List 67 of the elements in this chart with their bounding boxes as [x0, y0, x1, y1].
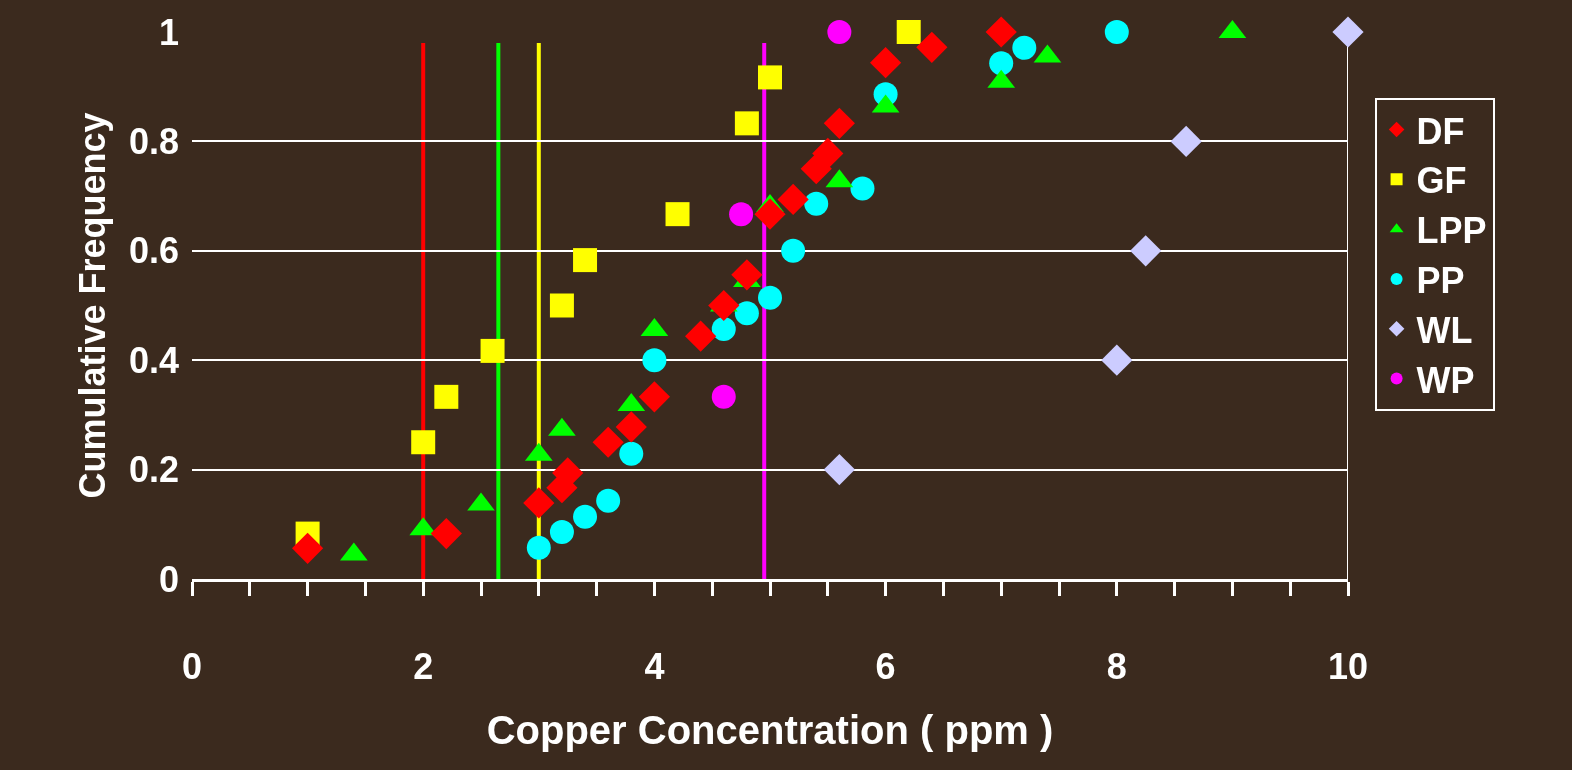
point: [665, 202, 690, 227]
point: [1170, 125, 1202, 157]
point: [411, 430, 436, 455]
point: [870, 47, 902, 79]
point: [1104, 20, 1129, 44]
point: [850, 176, 875, 201]
y-tick-label: 0.6: [128, 230, 179, 272]
point: [731, 259, 763, 291]
point: [754, 198, 786, 230]
legend-label: DF: [1416, 110, 1465, 152]
point: [526, 535, 551, 560]
point: [989, 51, 1014, 76]
x-tick-label: 2: [413, 646, 434, 688]
point: [734, 301, 759, 326]
x-tick-label: 6: [875, 646, 896, 688]
point: [823, 454, 855, 486]
legend-label: WP: [1416, 359, 1475, 401]
point: [573, 504, 598, 529]
point: [777, 183, 809, 215]
x-tick-label: 4: [644, 646, 665, 688]
point: [619, 441, 644, 466]
y-tick-label: 0.8: [128, 121, 179, 162]
y-tick-label: 0.4: [128, 339, 179, 381]
y-axis-title: Cumulative Frequency: [71, 112, 113, 499]
point: [430, 518, 462, 550]
point: [1012, 35, 1037, 60]
y-tick-label: 1: [158, 11, 179, 53]
x-axis-title: Copper Concentration ( ppm ): [486, 707, 1054, 752]
point: [1332, 16, 1364, 48]
point: [781, 238, 806, 263]
point: [638, 381, 670, 413]
point: [711, 317, 736, 342]
point: [708, 289, 740, 322]
point: [615, 411, 647, 443]
point: [985, 16, 1017, 48]
point: [592, 426, 624, 458]
point: [812, 137, 844, 170]
point: [827, 20, 852, 44]
point: [1101, 344, 1133, 376]
point: [685, 320, 717, 352]
point: [292, 532, 324, 564]
legend-label: GF: [1416, 160, 1467, 202]
point: [480, 338, 505, 363]
point: [1130, 235, 1162, 267]
y-tick-label: 0.2: [128, 449, 179, 491]
point: [642, 348, 667, 373]
point: [711, 384, 736, 409]
point: [549, 293, 574, 318]
legend-label: PP: [1416, 259, 1465, 301]
point: [758, 285, 782, 310]
point: [549, 519, 574, 544]
point: [823, 107, 855, 139]
point: [804, 191, 829, 216]
point: [434, 384, 459, 409]
point: [596, 488, 621, 513]
x-tick-label: 10: [1327, 646, 1369, 688]
y-tick-label: 0: [158, 558, 179, 600]
point: [734, 111, 759, 136]
legend-label: LPP: [1416, 210, 1487, 252]
point: [729, 202, 754, 227]
x-tick-label: 8: [1106, 646, 1127, 688]
point: [758, 65, 782, 90]
point: [916, 31, 948, 63]
point: [573, 248, 598, 273]
point: [896, 20, 921, 44]
legend-label: WL: [1416, 309, 1473, 351]
point: [523, 487, 555, 519]
